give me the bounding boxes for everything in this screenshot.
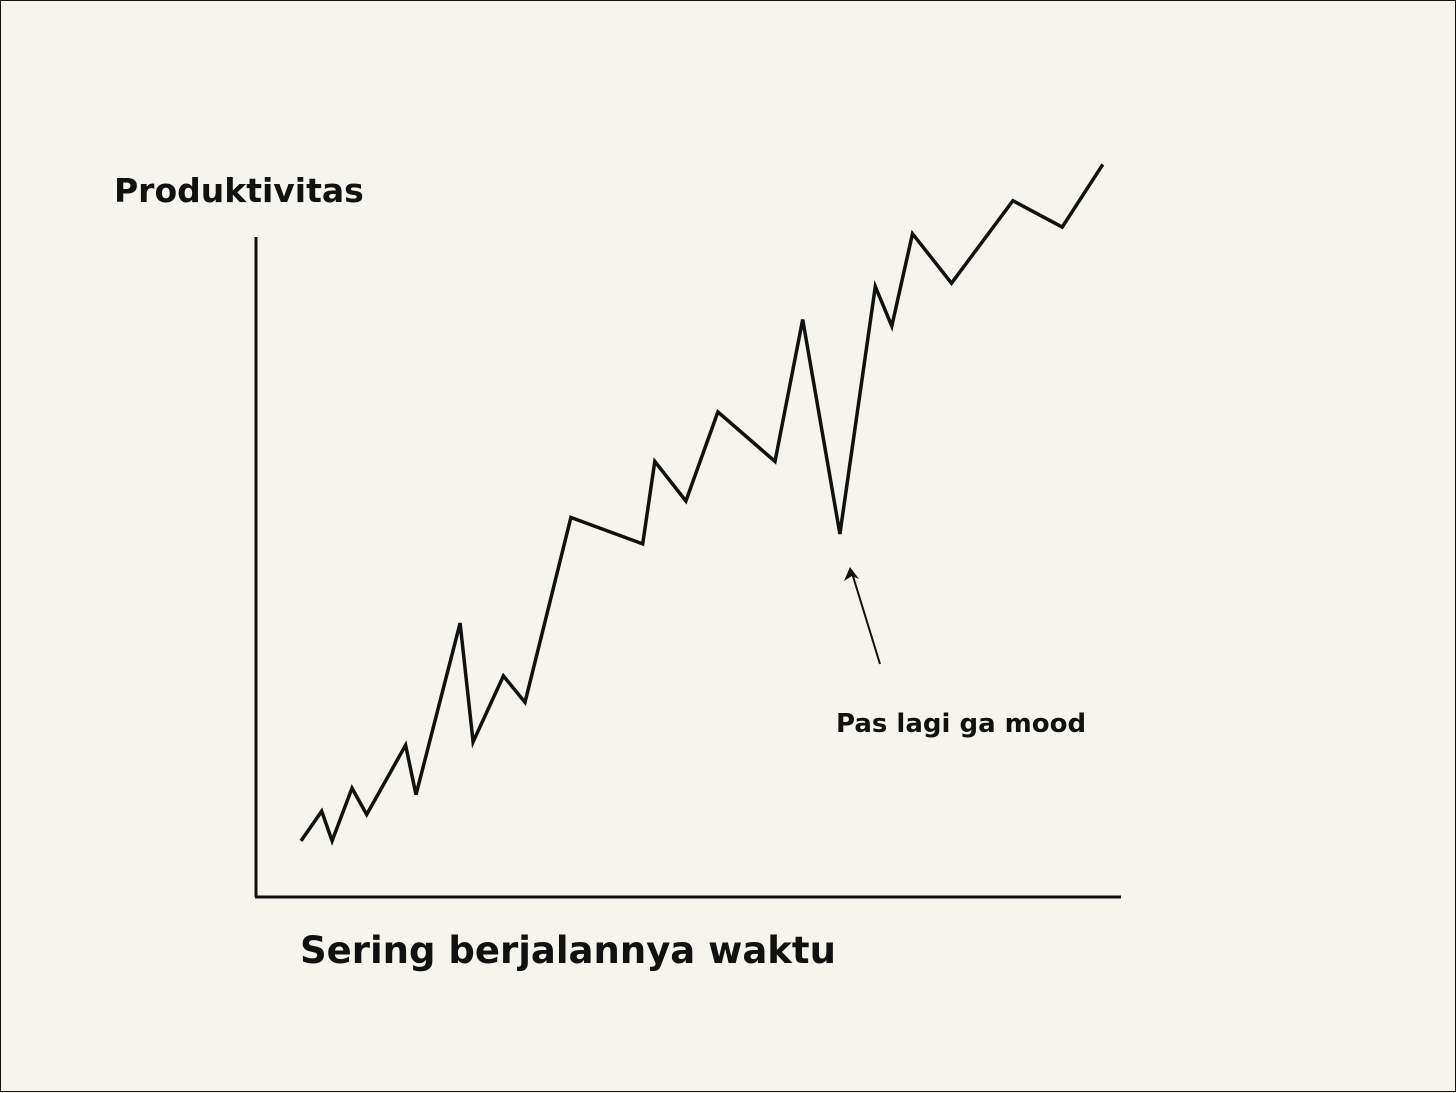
- annotation-layer: Pas lagi ga mood: [836, 567, 1086, 739]
- x-axis-label: Sering berjalannya waktu: [300, 929, 836, 972]
- series-layer: [299, 163, 1105, 847]
- y-axis-label: Produktivitas: [114, 171, 364, 210]
- annotation-arrow-shaft: [851, 572, 881, 665]
- series-line-0: [299, 163, 1105, 847]
- axes: [254, 237, 1121, 899]
- annotation-label: Pas lagi ga mood: [836, 709, 1086, 739]
- annotation-arrow-head: [844, 567, 859, 581]
